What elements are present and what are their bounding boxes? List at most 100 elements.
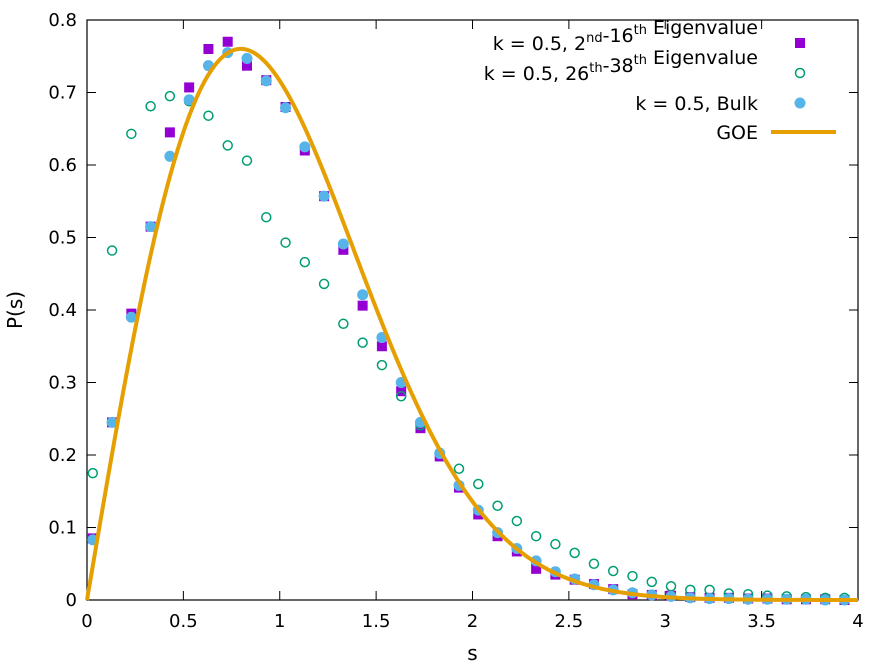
legend-sample-marker (794, 97, 806, 109)
legend-entry: k = 0.5, 26th-38th Eigenvalue (484, 47, 806, 85)
data-point (415, 423, 426, 434)
data-point (511, 515, 523, 527)
data-point (530, 530, 542, 542)
data-point (203, 110, 214, 121)
x-tick-label: 0.5 (169, 611, 198, 632)
data-point (145, 221, 157, 233)
goe-curve (85, 46, 859, 602)
data-point (241, 52, 253, 64)
data-point (395, 391, 407, 402)
data-point (106, 245, 118, 256)
legend-label: k = 0.5, Bulk (635, 93, 758, 115)
data-point (627, 570, 638, 582)
series-2 (87, 90, 850, 604)
data-point (318, 278, 330, 290)
data-point (241, 60, 252, 71)
data-point (376, 359, 388, 371)
data-point (222, 140, 233, 151)
y-tick-label: 0.2 (48, 445, 77, 466)
data-point (164, 150, 176, 162)
y-axis-title: P(s) (3, 291, 27, 329)
data-point (280, 102, 292, 114)
x-axis-title: s (467, 641, 477, 665)
data-point (338, 318, 349, 330)
data-point (222, 36, 233, 47)
legend-label-part: k = 0.5, Bulk (635, 93, 758, 115)
y-tick-label: 0.4 (48, 300, 77, 321)
data-point (260, 75, 272, 87)
legend-sample-marker (795, 38, 805, 48)
data-point (357, 337, 368, 348)
y-tick-label: 0 (66, 590, 77, 611)
data-point (106, 416, 118, 428)
legend-entry: k = 0.5, Bulk (635, 93, 806, 115)
legend-label-part: Eigenvalue (647, 17, 758, 39)
data-point (357, 300, 368, 311)
x-tick-label: 0 (81, 611, 92, 632)
x-tick-label: 2 (467, 611, 478, 632)
data-point (280, 237, 291, 248)
data-point (337, 238, 349, 250)
legend-label-part: -16 (603, 25, 634, 47)
data-point (145, 101, 156, 112)
data-point (164, 127, 175, 138)
y-tick-label: 0.8 (48, 10, 77, 31)
data-point (261, 211, 272, 223)
legend-label-superscript: nd (586, 31, 603, 46)
y-tick-label: 0.1 (48, 518, 77, 539)
y-tick-label: 0.7 (48, 83, 77, 104)
data-point (299, 256, 311, 268)
series-4 (85, 46, 859, 602)
legend-sample-marker (794, 67, 806, 79)
legend-label-superscript: th (634, 53, 647, 68)
data-point (531, 563, 542, 574)
y-tick-label: 0.3 (48, 373, 77, 394)
data-point (125, 311, 137, 323)
x-tick-label: 3.5 (747, 611, 776, 632)
x-tick-label: 3 (660, 611, 671, 632)
x-tick-labels: 0 0.5 1 1.5 2 2.5 3 3.5 4 (81, 611, 863, 632)
legend-label: GOE (716, 122, 758, 144)
x-tick-label: 4 (852, 611, 863, 632)
legend-label-part: k = 0.5, 26 (484, 63, 589, 85)
y-tick-labels: 0 0.1 0.2 0.3 0.4 0.5 0.6 0.7 0.8 (48, 10, 77, 611)
data-point (646, 576, 658, 588)
legend-label-part: -38 (603, 55, 634, 77)
y-tick-label: 0.5 (48, 228, 77, 249)
data-point (183, 94, 195, 106)
legend-label-part: Eigenvalue (647, 47, 758, 69)
data-point (376, 341, 387, 352)
data-point (550, 538, 561, 550)
data-point (665, 580, 677, 592)
data-point (492, 500, 503, 511)
data-point (318, 190, 330, 202)
x-tick-label: 2.5 (555, 611, 584, 632)
data-point (338, 244, 349, 255)
legend-label-superscript: th (634, 23, 647, 38)
data-point (357, 289, 369, 301)
legend-label-part: k = 0.5, 2 (493, 33, 586, 55)
legend-entry: GOE (716, 122, 836, 144)
legend-label: k = 0.5, 2nd-16th Eigenvalue (493, 17, 758, 55)
legend-label-superscript: th (589, 61, 602, 76)
legend-entry: k = 0.5, 2nd-16th Eigenvalue (493, 17, 805, 55)
data-point (87, 467, 99, 479)
data-point (607, 565, 619, 577)
data-point (569, 547, 580, 559)
data-point (241, 155, 253, 166)
x-tick-label: 1.5 (362, 611, 391, 632)
data-point (203, 44, 214, 54)
series-layer (85, 36, 859, 606)
data-point (453, 463, 465, 475)
data-point (473, 478, 484, 490)
x-tick-label: 1 (274, 611, 285, 632)
legend-label-part: GOE (716, 122, 758, 144)
data-point (588, 558, 600, 569)
data-point (299, 141, 311, 153)
legend-label: k = 0.5, 26th-38th Eigenvalue (484, 47, 758, 85)
data-point (126, 128, 137, 140)
data-point (184, 82, 195, 93)
data-point (164, 90, 176, 102)
